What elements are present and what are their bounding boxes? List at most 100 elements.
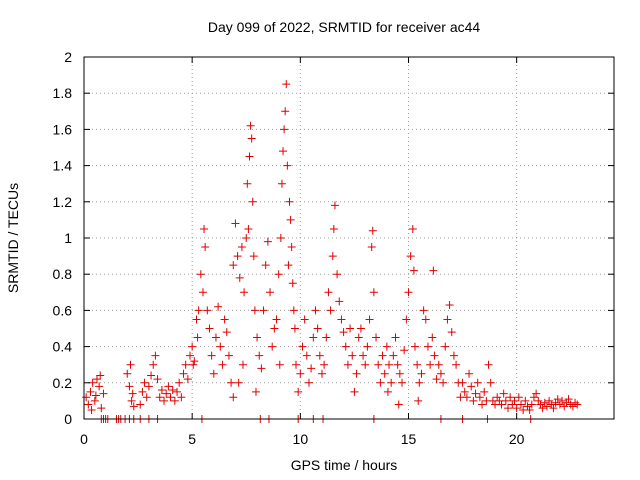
data-point — [359, 351, 368, 360]
data-point — [242, 234, 251, 242]
data-point — [352, 369, 361, 378]
data-point — [329, 224, 338, 233]
data-point — [251, 387, 260, 396]
data-point — [555, 400, 564, 409]
data-point — [288, 279, 297, 288]
data-point — [504, 404, 512, 413]
data-point — [514, 393, 523, 402]
data-point — [280, 125, 289, 134]
data-point — [82, 393, 91, 402]
data-point — [205, 324, 214, 333]
data-point — [162, 389, 171, 398]
data-point — [508, 400, 517, 409]
data-point — [341, 342, 350, 351]
data-point — [200, 224, 209, 233]
data-point — [447, 328, 456, 337]
data-point — [562, 398, 571, 407]
data-point — [234, 378, 243, 387]
data-point — [259, 306, 268, 315]
data-point — [356, 324, 365, 333]
data-point — [469, 396, 478, 405]
data-point — [540, 398, 549, 407]
data-point — [147, 371, 156, 380]
data-point — [523, 402, 532, 411]
data-point — [92, 375, 101, 384]
data-point — [538, 404, 547, 413]
data-point — [84, 400, 93, 409]
data-point — [153, 375, 162, 384]
data-point — [275, 360, 284, 369]
data-point — [179, 369, 188, 378]
data-point — [363, 342, 372, 351]
data-point — [333, 270, 342, 279]
data-point — [263, 237, 272, 246]
data-point — [421, 315, 430, 324]
data-point — [123, 369, 132, 378]
data-point — [276, 234, 285, 242]
y-tick-label: 0.4 — [53, 339, 73, 355]
data-point — [484, 360, 493, 369]
data-point — [155, 393, 164, 402]
data-point — [294, 387, 303, 396]
data-point — [166, 393, 175, 402]
data-point — [568, 402, 577, 411]
data-point — [348, 351, 357, 360]
data-point — [532, 389, 541, 398]
data-point — [268, 342, 277, 351]
data-point — [452, 360, 461, 369]
data-point — [413, 360, 422, 369]
data-point — [389, 351, 398, 360]
data-point — [300, 315, 309, 324]
data-point — [298, 342, 307, 351]
data-point — [350, 387, 359, 396]
y-axis-label: SRMTID / TECUs — [5, 183, 21, 293]
data-point — [432, 375, 441, 384]
data-point — [193, 333, 202, 342]
data-point — [246, 121, 255, 130]
data-point — [186, 351, 194, 360]
data-point — [337, 315, 346, 324]
data-point — [144, 382, 153, 391]
data-point — [277, 179, 286, 188]
data-point — [361, 360, 370, 369]
data-point — [534, 396, 543, 405]
data-point — [426, 360, 435, 369]
data-point — [322, 333, 331, 342]
data-point — [231, 219, 240, 228]
x-tick-label: 20 — [509, 431, 525, 447]
data-point — [160, 396, 169, 405]
data-point — [317, 369, 326, 378]
data-point — [380, 369, 389, 378]
data-point — [151, 351, 160, 360]
data-point — [512, 404, 521, 413]
data-point — [410, 342, 419, 351]
data-point — [127, 396, 136, 405]
data-point — [307, 364, 316, 373]
data-point — [467, 382, 476, 391]
data-point — [383, 387, 392, 396]
data-point — [460, 387, 469, 396]
data-point — [196, 270, 205, 279]
data-point — [190, 357, 199, 366]
data-point — [551, 398, 560, 407]
data-point — [311, 306, 320, 315]
y-tick-label: 0.2 — [53, 375, 73, 391]
data-point — [237, 243, 246, 252]
data-point — [372, 333, 381, 342]
data-point — [194, 306, 203, 315]
data-point — [367, 243, 376, 252]
data-point — [510, 396, 519, 405]
data-point — [391, 333, 400, 342]
data-point — [287, 243, 296, 252]
data-point — [97, 404, 106, 413]
data-point — [473, 378, 482, 387]
data-point — [211, 333, 220, 342]
data-point — [525, 405, 534, 414]
data-point — [292, 360, 300, 369]
y-tick-label: 1.8 — [53, 85, 73, 101]
data-point — [95, 382, 104, 391]
data-point — [99, 389, 108, 398]
data-point — [443, 315, 452, 324]
data-point — [330, 201, 339, 210]
